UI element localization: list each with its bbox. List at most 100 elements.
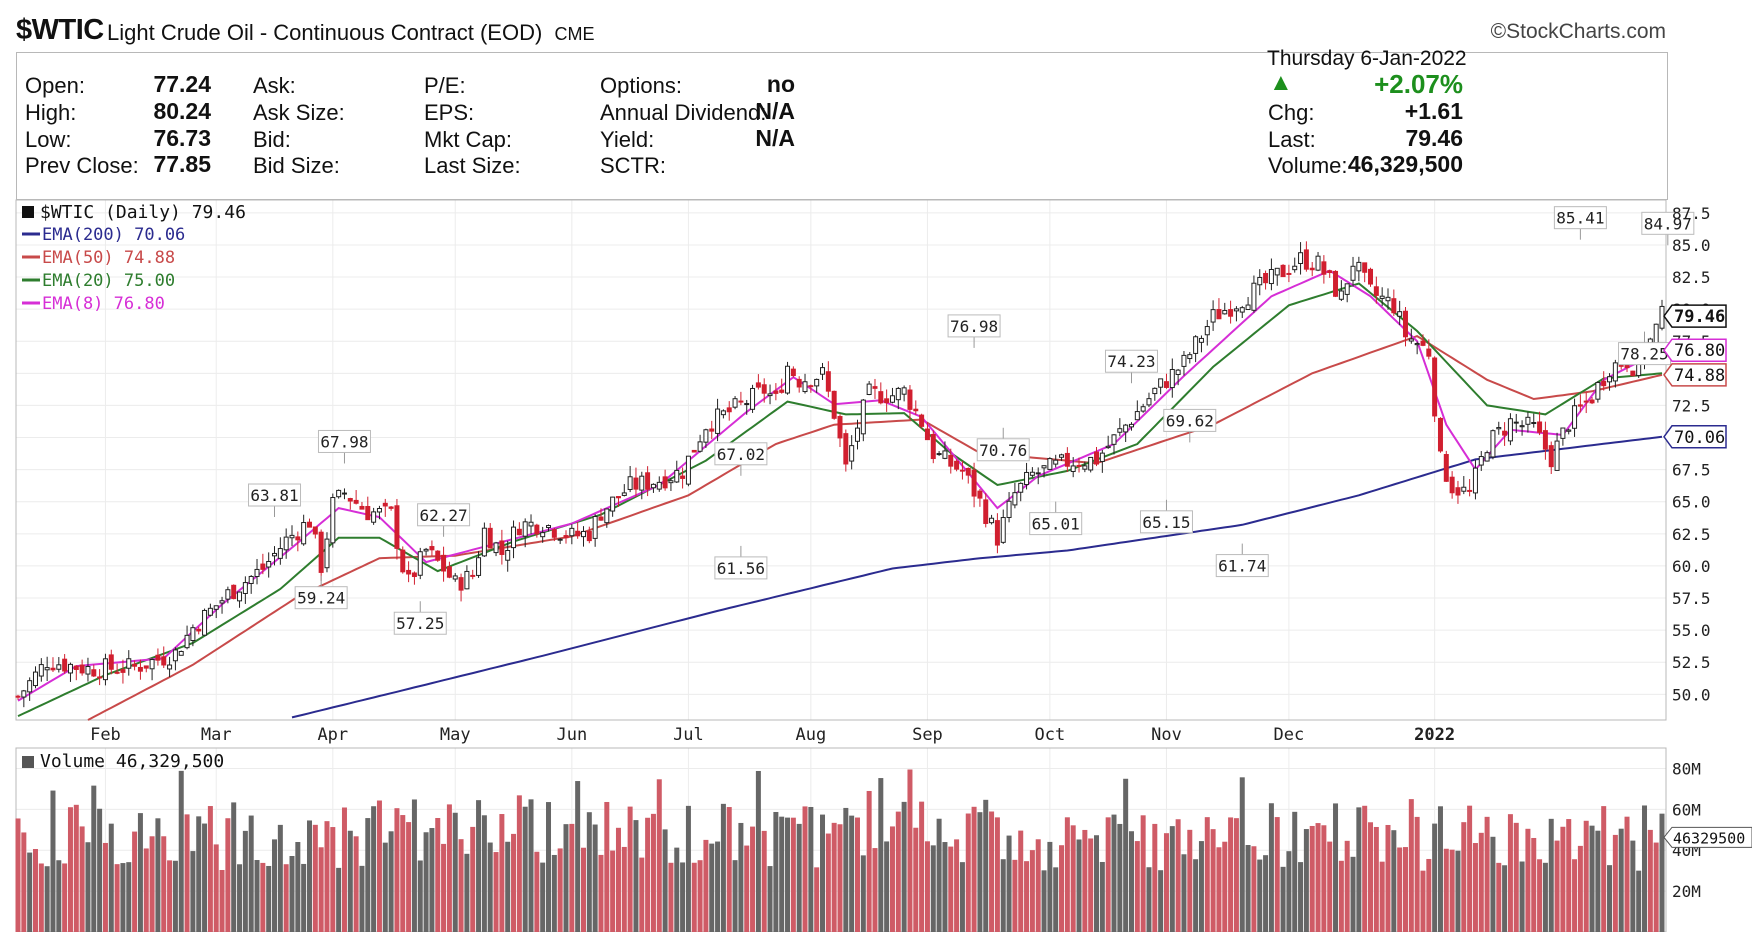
volume-bar xyxy=(429,828,435,932)
x-tick-label: Feb xyxy=(90,725,121,745)
ema8-line xyxy=(17,269,1663,702)
volume-bar xyxy=(1414,816,1420,932)
volume-bar xyxy=(971,806,977,932)
y-tick-label: 67.5 xyxy=(1672,461,1711,480)
volume-bar xyxy=(1298,862,1304,932)
volume-bar xyxy=(1368,822,1374,932)
candle-body xyxy=(1490,430,1496,458)
candle-body xyxy=(1222,309,1228,315)
candle-body xyxy=(207,607,213,616)
volume-bar xyxy=(1041,870,1047,932)
legend-ema8: EMA(8) 76.80 xyxy=(42,294,165,314)
volume-bar xyxy=(738,822,744,932)
last-price-tag-box xyxy=(1663,304,1727,328)
candle-body xyxy=(1542,430,1548,450)
candle-body xyxy=(685,455,691,485)
candle-body xyxy=(277,548,283,559)
candle-body xyxy=(1006,500,1012,518)
candle-body xyxy=(289,534,295,539)
volume-bar xyxy=(1642,805,1648,932)
volume-bar xyxy=(1461,822,1467,932)
ema50-line xyxy=(87,334,1663,721)
candle-body xyxy=(785,365,791,394)
candle-body xyxy=(627,476,633,490)
candle-body xyxy=(242,582,248,594)
volume-bar xyxy=(1018,830,1024,932)
candle-body xyxy=(738,400,744,403)
volume-bar xyxy=(225,818,231,932)
ema8-tag-box xyxy=(1663,338,1727,362)
x-tick-label: Apr xyxy=(317,725,348,745)
volume-bar xyxy=(1193,859,1199,932)
candle-body xyxy=(779,389,785,393)
price-panel-frame xyxy=(15,199,1667,721)
volume-bar xyxy=(627,806,633,932)
annotation-label: 57.25 xyxy=(396,614,444,633)
volume-bar xyxy=(318,847,324,932)
volume-bar xyxy=(691,862,697,932)
candle-body xyxy=(534,524,540,535)
candle-body xyxy=(1432,357,1438,417)
volume-bar xyxy=(1327,841,1333,932)
candle-body xyxy=(202,609,208,636)
candle-body xyxy=(79,664,85,674)
candle-body xyxy=(394,505,400,549)
candle-body xyxy=(691,449,697,453)
volume-bar xyxy=(767,866,773,932)
candle-body xyxy=(481,527,487,557)
candle-body xyxy=(575,530,581,537)
candle-body xyxy=(1233,308,1239,312)
legend-ema200: EMA(200) 70.06 xyxy=(42,225,185,245)
volume-bar xyxy=(242,830,248,932)
volume-bar xyxy=(1210,829,1216,932)
candle-body xyxy=(889,395,895,403)
annotation-box xyxy=(947,314,1001,338)
volume-bar xyxy=(1519,861,1525,932)
candle-body xyxy=(586,531,592,542)
volume-bar xyxy=(1618,828,1624,932)
volume-bar xyxy=(452,812,458,932)
volume-bar xyxy=(1047,841,1053,932)
ema50-tag-box xyxy=(1663,363,1727,387)
candle-body xyxy=(487,527,493,549)
volume-bar xyxy=(1029,850,1035,932)
candle-body xyxy=(726,407,732,413)
candle-body xyxy=(1088,456,1094,471)
candle-body xyxy=(1478,456,1484,466)
volume-bar xyxy=(155,818,161,932)
candle-body xyxy=(901,387,907,395)
candle-body xyxy=(50,667,56,671)
volume-bar xyxy=(481,815,487,932)
volume-bar xyxy=(860,855,866,932)
volume-bar xyxy=(685,805,691,932)
candle-body xyxy=(1251,282,1257,311)
x-tick-label: Oct xyxy=(1035,725,1066,745)
volume-bar xyxy=(1432,823,1438,932)
candle-body xyxy=(1082,465,1088,470)
candle-body xyxy=(411,572,417,578)
candle-body xyxy=(1507,418,1513,442)
candle-body xyxy=(592,516,598,539)
candle-body xyxy=(650,483,656,489)
volume-tick-label: 80M xyxy=(1672,759,1701,778)
volume-bar xyxy=(85,842,91,932)
candle-body xyxy=(662,476,668,489)
volume-bar xyxy=(1542,862,1548,932)
candle-body xyxy=(825,371,831,392)
candle-body xyxy=(1187,354,1193,360)
candle-body xyxy=(1426,348,1432,357)
candle-body xyxy=(1210,309,1216,323)
volume-bar xyxy=(1373,826,1379,932)
candle-body xyxy=(989,517,995,524)
volume-bar xyxy=(324,821,330,932)
volume-bar xyxy=(785,817,791,932)
volume-bar xyxy=(1198,841,1204,932)
last-value: 79.46 xyxy=(1405,125,1463,151)
volume-bar xyxy=(1309,825,1315,932)
candle-body xyxy=(231,584,237,600)
volume-bar xyxy=(91,785,97,932)
ask-label: Ask: xyxy=(253,73,296,98)
x-tick-label: Nov xyxy=(1151,725,1182,745)
volume-bar xyxy=(715,841,721,932)
x-tick-label: Sep xyxy=(912,725,943,745)
